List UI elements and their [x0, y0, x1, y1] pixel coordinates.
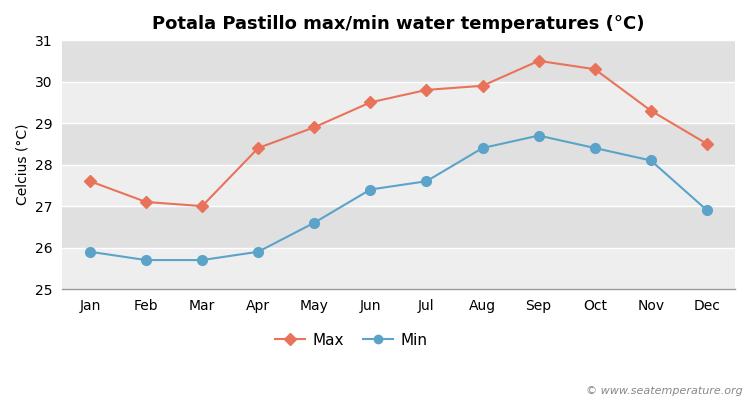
Max [366, 100, 375, 105]
Bar [62, 82, 735, 123]
Min [198, 258, 207, 262]
Max [590, 67, 599, 72]
Max [703, 142, 712, 146]
Line: Max: Max [86, 57, 711, 210]
Max [422, 88, 431, 92]
Bar [62, 40, 735, 82]
Min [254, 249, 262, 254]
Y-axis label: Celcius (°C): Celcius (°C) [15, 124, 29, 205]
Max [534, 58, 543, 63]
Min [590, 146, 599, 150]
Max [198, 204, 207, 208]
Legend: Max, Min: Max, Min [268, 327, 434, 354]
Min [310, 220, 319, 225]
Title: Potala Pastillo max/min water temperatures (°C): Potala Pastillo max/min water temperatur… [152, 15, 645, 33]
Min [86, 249, 94, 254]
Max [478, 83, 487, 88]
Min [366, 187, 375, 192]
Min [646, 158, 656, 163]
Min [703, 208, 712, 213]
Bar [62, 123, 735, 165]
Bar [62, 206, 735, 248]
Text: © www.seatemperature.org: © www.seatemperature.org [586, 386, 742, 396]
Max [310, 125, 319, 130]
Max [254, 146, 262, 150]
Bar [62, 165, 735, 206]
Min [478, 146, 487, 150]
Min [422, 179, 431, 184]
Max [646, 108, 656, 113]
Max [142, 200, 151, 204]
Min [142, 258, 151, 262]
Line: Min: Min [85, 131, 712, 265]
Bar [62, 248, 735, 289]
Max [86, 179, 94, 184]
Min [534, 133, 543, 138]
